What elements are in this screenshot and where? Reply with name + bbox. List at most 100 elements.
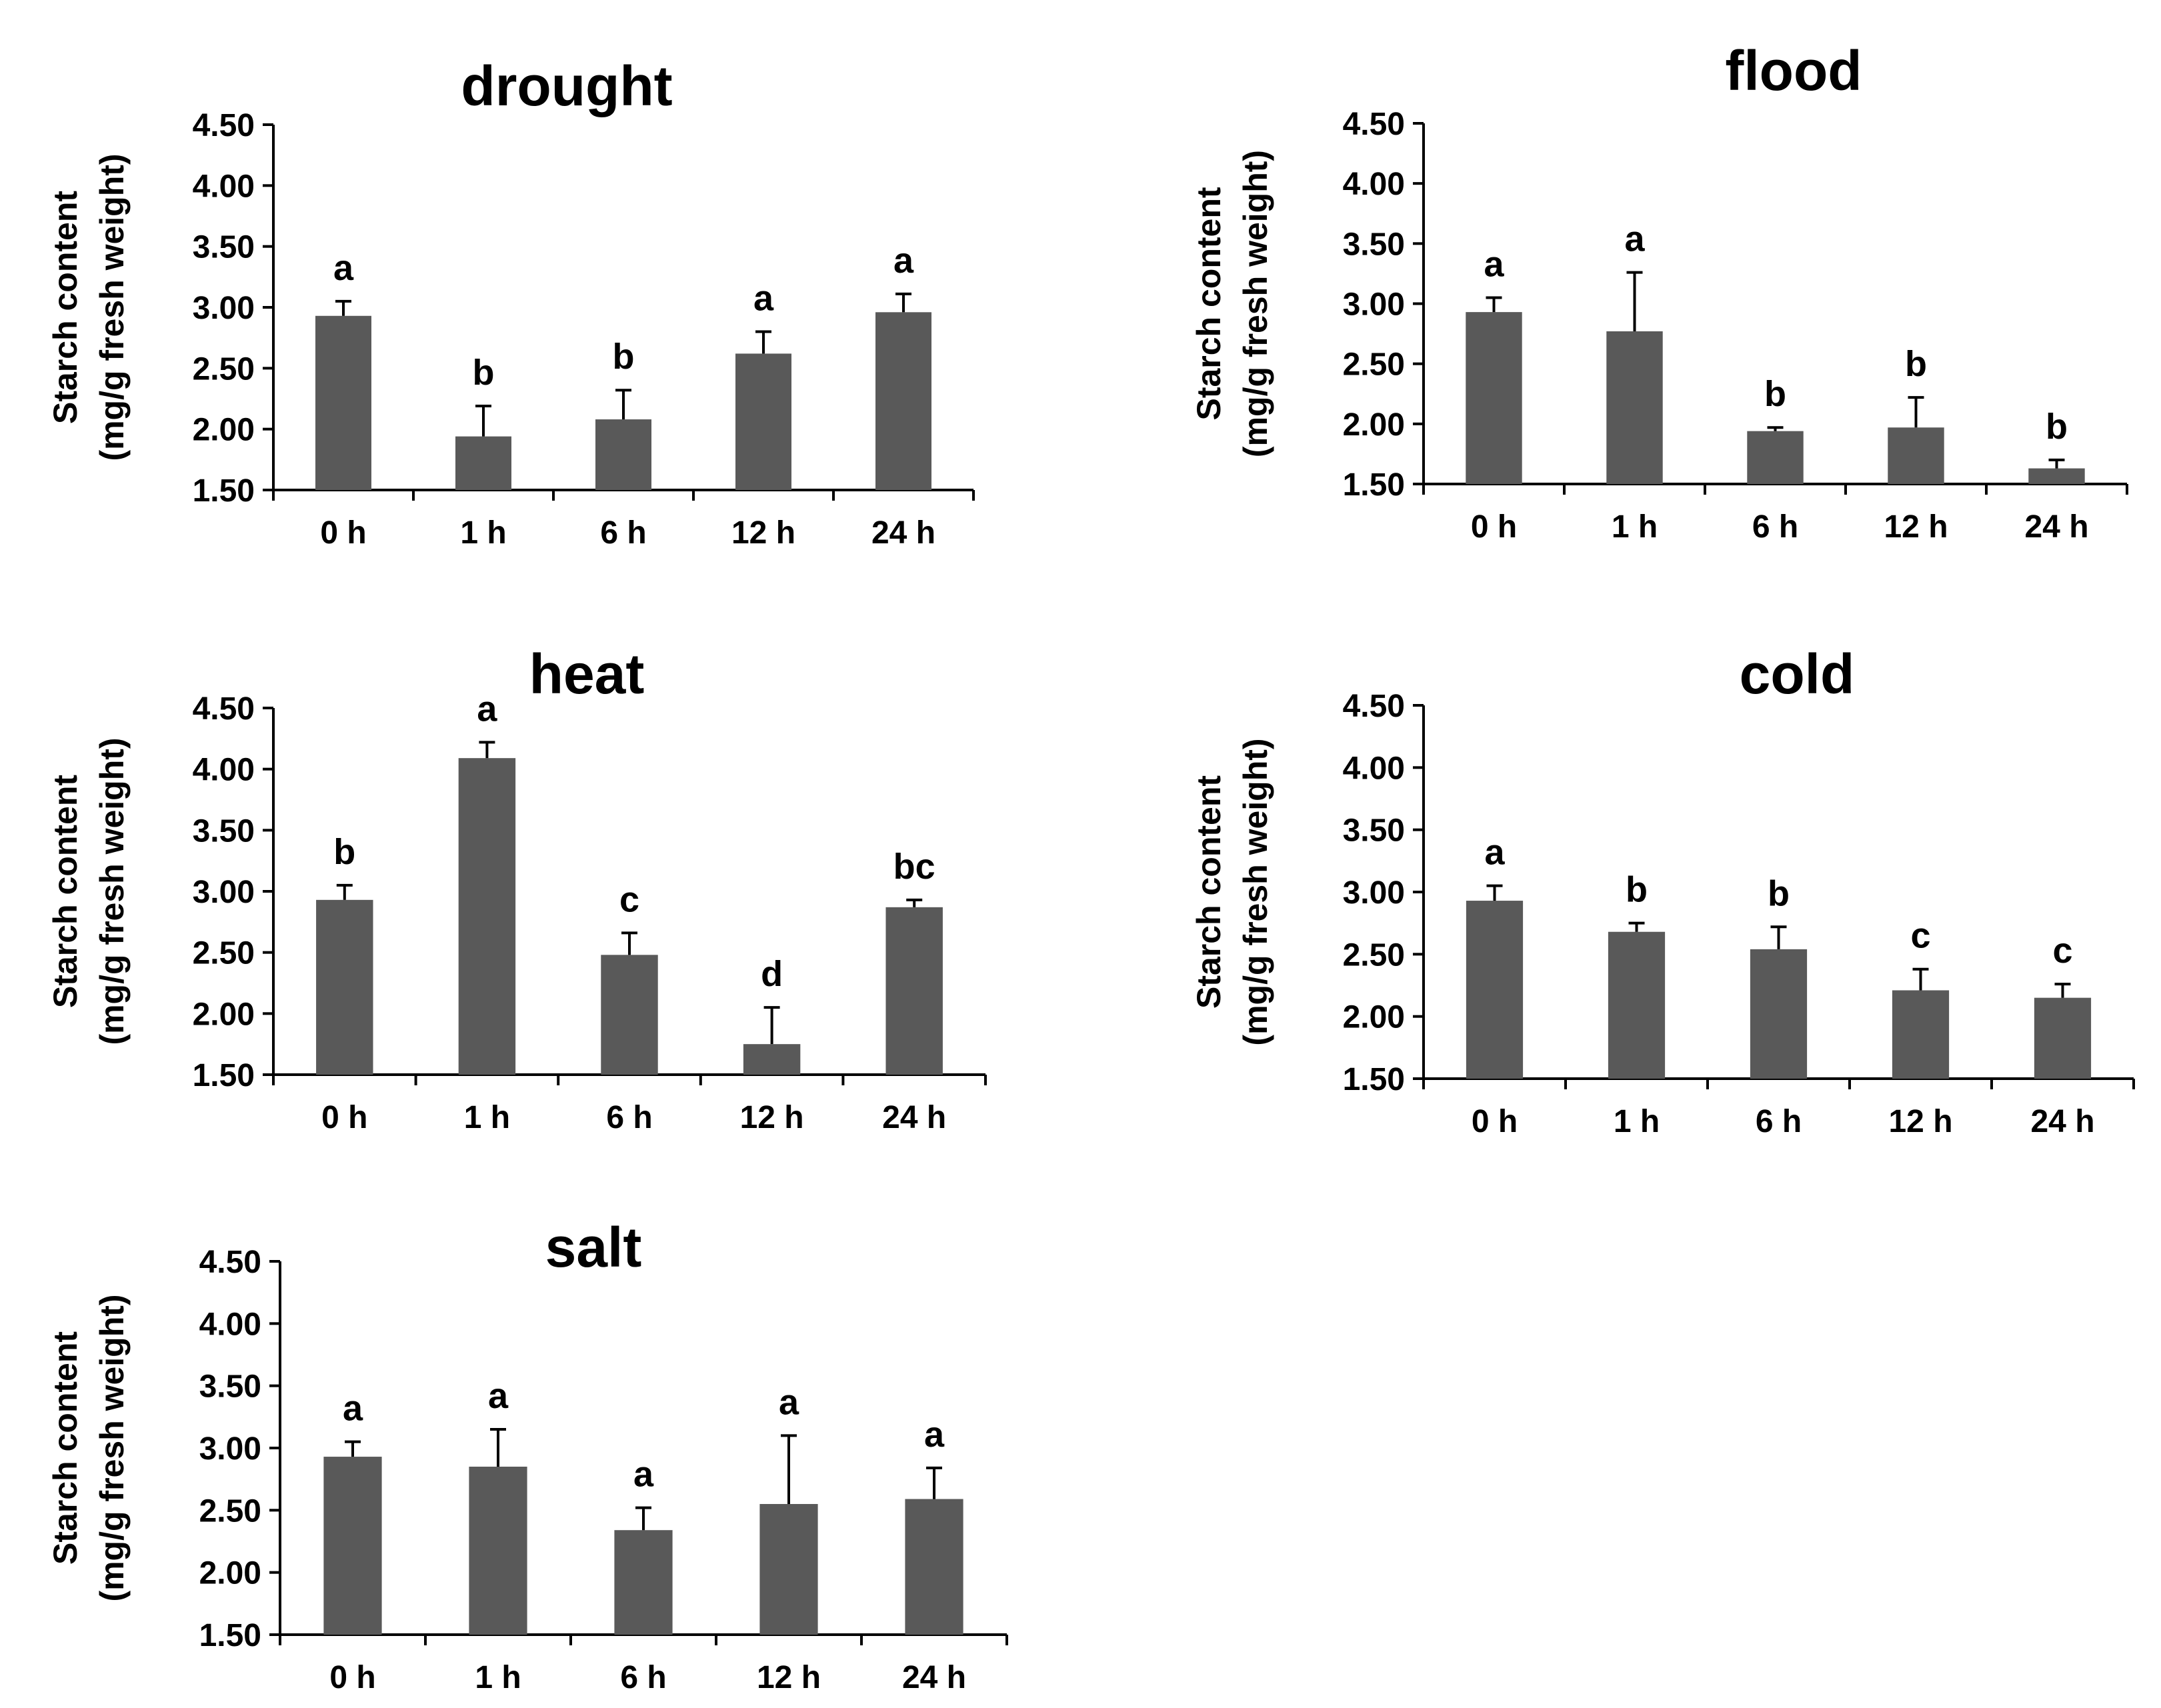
y-tick-label: 4.00 [1343,751,1405,786]
x-tick-label: 1 h [460,515,506,551]
y-tick-label: 2.00 [193,997,255,1032]
significance-label: a [343,1389,363,1429]
chart-title: drought [461,55,672,117]
y-tick-label: 1.50 [1343,467,1405,503]
x-tick-label: 24 h [871,515,935,551]
bar [1466,312,1522,484]
y-axis-label-line2: (mg/g fresh weight) [93,153,131,461]
y-tick-label: 4.00 [193,169,255,204]
significance-label: a [488,1376,509,1416]
y-tick-label: 2.00 [1343,1000,1405,1035]
bar [458,758,516,1075]
bar [1747,431,1804,484]
significance-label: b [613,337,635,377]
significance-label: b [1764,374,1786,414]
y-axis-label-line1: Starch content [47,191,84,424]
x-tick-label: 0 h [1471,509,1517,545]
chart-title: flood [1725,39,1862,102]
x-tick-label: 24 h [902,1660,966,1695]
panel-salt: salt Starch content (mg/g fresh weight) 1.5… [47,1216,1008,1695]
significance-label: b [1768,873,1790,913]
bar [316,899,373,1075]
chart-title: heat [529,643,645,705]
bar [1750,949,1808,1079]
y-tick-label: 3.50 [1343,813,1405,849]
significance-label: b [1905,344,1927,384]
x-tick-label: 6 h [1752,509,1798,545]
significance-label: c [2052,931,2072,971]
y-tick-label: 3.00 [1343,875,1405,911]
y-tick-label: 2.50 [193,351,255,387]
y-tick-label: 4.50 [193,108,255,143]
bar [315,315,371,490]
significance-label: a [477,689,497,729]
y-axis-label-line2: (mg/g fresh weight) [93,1294,131,1601]
x-tick-label: 12 h [731,515,795,551]
y-tick-label: 3.00 [199,1431,261,1467]
x-tick-label: 0 h [329,1660,375,1695]
y-tick-label: 2.50 [1343,937,1405,973]
y-tick-label: 1.50 [193,473,255,509]
bar [905,1499,963,1635]
bar [1608,931,1666,1079]
x-tick-label: 12 h [757,1660,821,1695]
y-tick-label: 3.00 [193,291,255,326]
significance-label: c [619,879,639,919]
x-tick-label: 0 h [320,515,366,551]
bar [595,419,651,490]
bar [1888,427,1944,484]
significance-label: a [333,248,354,288]
significance-label: d [761,954,783,994]
y-tick-label: 2.50 [199,1493,261,1529]
bar [2028,468,2085,484]
x-tick-label: 12 h [740,1100,804,1135]
x-tick-label: 12 h [1888,1104,1952,1139]
x-tick-label: 0 h [321,1100,367,1135]
bar [759,1504,818,1635]
significance-label: a [924,1415,945,1455]
y-tick-label: 3.00 [193,875,255,910]
chart-title: cold [1740,643,1855,705]
y-tick-label: 3.50 [193,230,255,265]
bar [614,1530,673,1635]
y-tick-label: 3.00 [1343,287,1405,323]
y-tick-label: 1.50 [193,1058,255,1093]
bar [323,1457,382,1635]
x-tick-label: 1 h [1614,1104,1660,1139]
significance-label: b [333,832,355,872]
y-tick-label: 2.50 [1343,347,1405,383]
y-tick-label: 1.50 [1343,1062,1405,1097]
significance-label: a [1624,219,1645,259]
y-axis-label-line2: (mg/g fresh weight) [1237,738,1274,1045]
bar [455,436,511,490]
y-tick-label: 1.50 [199,1618,261,1653]
significance-label: b [1626,870,1648,910]
panel-flood: flood Starch content (mg/g fresh weight) 1.… [1190,39,2128,545]
x-tick-label: 6 h [600,515,646,551]
y-axis-label-line2: (mg/g fresh weight) [93,737,131,1045]
x-tick-label: 24 h [882,1100,946,1135]
x-tick-label: 24 h [2030,1104,2094,1139]
bar [469,1467,527,1635]
y-tick-label: 3.50 [193,813,255,849]
y-tick-label: 4.00 [193,753,255,788]
x-tick-label: 1 h [1612,509,1658,545]
significance-label: b [2046,407,2068,447]
bar [743,1044,801,1075]
significance-label: a [633,1455,654,1495]
significance-label: a [1484,244,1504,284]
y-tick-label: 2.00 [193,413,255,448]
significance-label: bc [893,847,935,887]
significance-label: b [473,353,495,393]
significance-label: a [753,279,774,319]
bar [601,955,658,1075]
y-tick-label: 4.50 [1343,689,1405,724]
y-tick-label: 2.50 [193,936,255,971]
bar [1606,331,1663,484]
y-axis-label-line1: Starch content [47,775,84,1008]
y-tick-label: 4.50 [1343,107,1405,142]
x-tick-label: 0 h [1472,1104,1518,1139]
bar [2034,997,2092,1079]
x-tick-label: 6 h [620,1660,666,1695]
